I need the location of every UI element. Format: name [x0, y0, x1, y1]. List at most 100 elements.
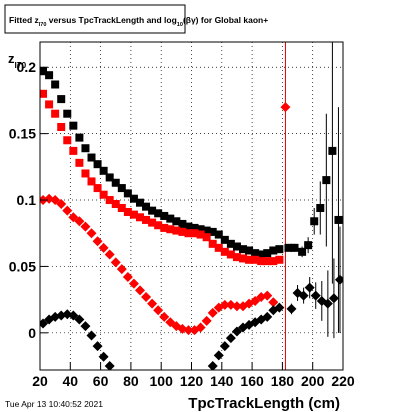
- square-marker: [81, 144, 90, 153]
- diamond-marker: [104, 361, 115, 370]
- square-marker: [290, 243, 299, 252]
- diamond-marker: [74, 216, 85, 227]
- y-tick-label: 0.1: [17, 192, 37, 208]
- diamond-marker: [86, 330, 97, 341]
- diamond-marker: [310, 290, 321, 301]
- diamond-marker: [80, 221, 91, 232]
- diamond-marker: [219, 299, 230, 310]
- square-marker: [178, 227, 187, 236]
- diamond-marker: [153, 305, 164, 316]
- square-marker: [69, 121, 78, 130]
- square-marker: [111, 200, 120, 209]
- square-marker: [196, 230, 205, 239]
- square-marker: [304, 241, 313, 250]
- square-marker: [172, 217, 181, 226]
- diamond-marker: [201, 315, 212, 326]
- square-marker: [226, 239, 235, 248]
- square-marker: [310, 217, 319, 226]
- diamond-marker: [286, 303, 297, 314]
- diamond-marker: [40, 318, 49, 329]
- square-marker: [245, 255, 254, 264]
- square-marker: [142, 202, 151, 211]
- x-tick-label: 220: [331, 373, 355, 389]
- square-marker: [129, 210, 138, 219]
- square-marker: [154, 209, 163, 218]
- diamond-marker: [50, 195, 61, 206]
- square-marker: [214, 230, 223, 239]
- square-marker: [232, 242, 241, 251]
- diamond-marker: [268, 297, 279, 308]
- square-marker: [190, 229, 199, 238]
- square-marker: [184, 229, 193, 238]
- diamond-marker: [62, 205, 73, 216]
- square-marker: [160, 211, 169, 220]
- chart-title: Fitted zI70 versus TpcTrackLength and lo…: [9, 15, 268, 28]
- text-part: Fitted z: [9, 15, 39, 25]
- diamond-marker: [147, 298, 158, 309]
- square-marker: [148, 218, 157, 227]
- square-marker: [263, 249, 272, 258]
- x-tick-label: 40: [63, 373, 79, 389]
- diamond-marker: [128, 278, 139, 289]
- diamond-marker: [159, 311, 170, 322]
- square-marker: [275, 255, 284, 264]
- diamond-marker: [122, 272, 133, 283]
- diamond-marker: [207, 307, 218, 318]
- square-marker: [275, 245, 284, 254]
- square-marker: [105, 196, 114, 205]
- x-axis-label: TpcTrackLength (cm): [188, 395, 340, 412]
- square-marker: [45, 71, 54, 80]
- square-marker: [239, 245, 248, 254]
- diamond-marker: [231, 326, 242, 337]
- square-marker: [87, 153, 96, 162]
- square-marker: [75, 133, 84, 142]
- square-marker: [220, 235, 229, 244]
- square-marker: [269, 246, 278, 255]
- axes: 20 40 60 80 100 120 140 160 180 200 220 0 0.05 0.1 0.1…: [9, 59, 355, 389]
- diamond-marker: [116, 264, 127, 275]
- square-marker: [160, 223, 169, 232]
- diamond-marker: [134, 285, 145, 296]
- square-marker: [57, 95, 66, 104]
- square-marker: [208, 227, 217, 236]
- x-tick-label: 200: [301, 373, 325, 389]
- diamond-marker: [110, 257, 121, 268]
- square-marker: [245, 246, 254, 255]
- grid: [39, 42, 344, 370]
- text-part: versus TpcTrackLength and log: [46, 15, 176, 25]
- square-marker: [184, 222, 193, 231]
- title-box: [4, 4, 186, 34]
- y-tick-label: 0.2: [17, 59, 37, 75]
- square-marker: [51, 109, 60, 118]
- diamond-marker: [274, 302, 285, 313]
- square-marker: [57, 122, 66, 131]
- diamond-marker: [92, 236, 103, 247]
- x-tick-label: 120: [180, 373, 204, 389]
- square-marker: [148, 206, 157, 215]
- diamond-marker: [262, 311, 273, 322]
- y-tick-label: 0.05: [9, 258, 36, 274]
- diamond-marker: [141, 291, 152, 302]
- square-marker: [334, 215, 343, 224]
- diamond-marker: [280, 102, 291, 113]
- diamond-marker: [74, 314, 85, 325]
- diamond-marker: [98, 351, 109, 362]
- square-marker: [328, 146, 337, 155]
- diamond-marker: [68, 310, 79, 321]
- diamond-marker: [231, 301, 242, 312]
- square-marker: [232, 253, 241, 262]
- square-marker: [269, 257, 278, 266]
- diamond-marker: [92, 341, 103, 352]
- square-marker: [208, 239, 217, 248]
- subscript: 10: [177, 22, 183, 28]
- diamond-marker: [195, 322, 206, 333]
- square-marker: [87, 177, 96, 186]
- x-tick-label: 180: [271, 373, 295, 389]
- square-marker: [123, 207, 132, 216]
- diamond-marker: [250, 295, 261, 306]
- square-marker: [40, 67, 48, 76]
- square-marker: [154, 221, 163, 230]
- diamond-marker: [334, 274, 343, 285]
- diamond-marker: [322, 298, 333, 309]
- y-axis-label: zI70: [8, 51, 27, 70]
